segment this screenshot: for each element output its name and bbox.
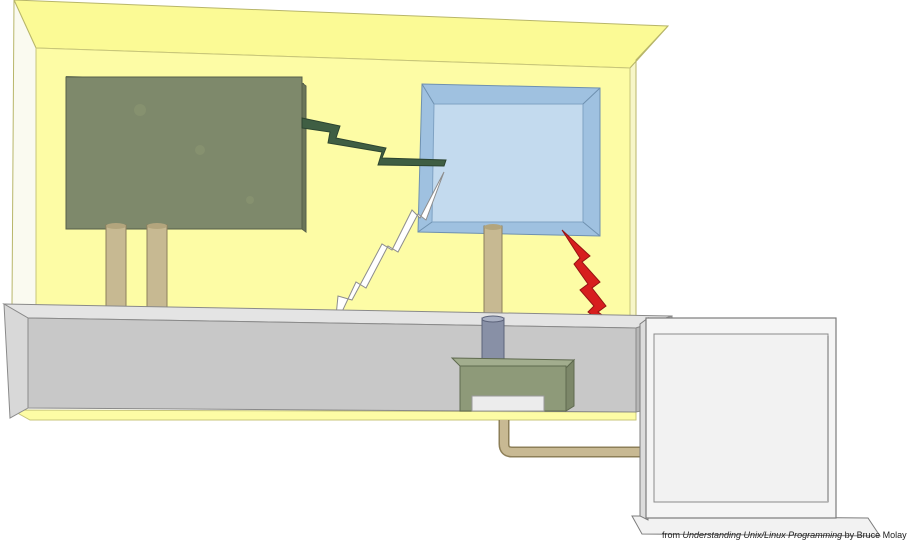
memory-post: [483, 225, 503, 319]
green-lightning-bolt-icon: [301, 117, 447, 167]
enclosure-right-face: [629, 25, 669, 319]
credit-suffix: by Bruce Molay: [842, 530, 907, 540]
disk-unit-icon: [450, 315, 576, 412]
memory-frame-edge: [582, 87, 601, 105]
memory-frame-edge: [421, 83, 435, 105]
processor-right-face: [301, 82, 307, 233]
post: [146, 224, 168, 308]
processor-posts: [105, 223, 168, 308]
post-cap: [147, 223, 167, 229]
monitor-screen: [653, 333, 829, 503]
post-cap: [106, 223, 126, 229]
enclosure-floor: [11, 409, 637, 421]
post: [105, 224, 127, 308]
disk-spindle: [481, 317, 505, 361]
disk-spindle-top: [481, 315, 505, 323]
disk-slot: [471, 395, 545, 412]
processor-texture: [134, 104, 146, 116]
enclosure-left-face: [11, 0, 37, 306]
monitor-cable-fill: [500, 420, 640, 456]
memory-frame-edge: [417, 221, 433, 233]
source-credit: from Understanding Unix/Linux Programmin…: [662, 530, 907, 540]
memory-inner-panel: [431, 103, 584, 223]
processor-texture: [195, 145, 205, 155]
credit-prefix: from: [662, 530, 683, 540]
disk-right-face: [565, 358, 575, 412]
post-cap: [484, 224, 502, 230]
processor-front-face: [65, 76, 303, 230]
memory-frame-edge: [582, 221, 601, 237]
bus-left-face: [3, 303, 29, 419]
processor-box: [65, 76, 307, 233]
monitor-icon: [631, 317, 881, 537]
credit-book-title: Understanding Unix/Linux Programming: [682, 530, 843, 540]
processor-texture: [246, 196, 254, 204]
monitor-cable: [498, 420, 640, 458]
memory-box: [417, 83, 601, 237]
